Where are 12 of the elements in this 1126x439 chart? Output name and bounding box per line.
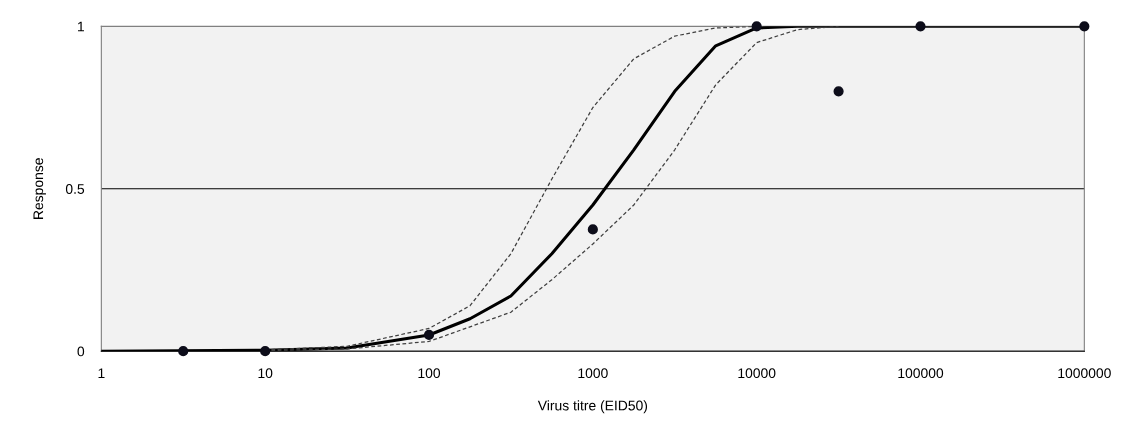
x-tick-label: 10000 (738, 368, 776, 379)
y-tick-label: 0.5 (65, 184, 85, 194)
x-tick-label: 1000000 (1058, 368, 1111, 379)
y-tick-label: 0 (77, 346, 85, 357)
x-tick-label: 1000 (578, 368, 608, 379)
x-axis-title: Virus titre (EID50) (537, 400, 648, 414)
x-tick-label: 100000 (898, 368, 944, 379)
x-tick-label: 100 (418, 368, 441, 379)
x-tick-label: 1 (98, 368, 105, 378)
y-axis-title: Response (33, 158, 46, 219)
x-tick-label: 10 (258, 368, 273, 379)
y-tick-label: 1 (78, 21, 84, 32)
